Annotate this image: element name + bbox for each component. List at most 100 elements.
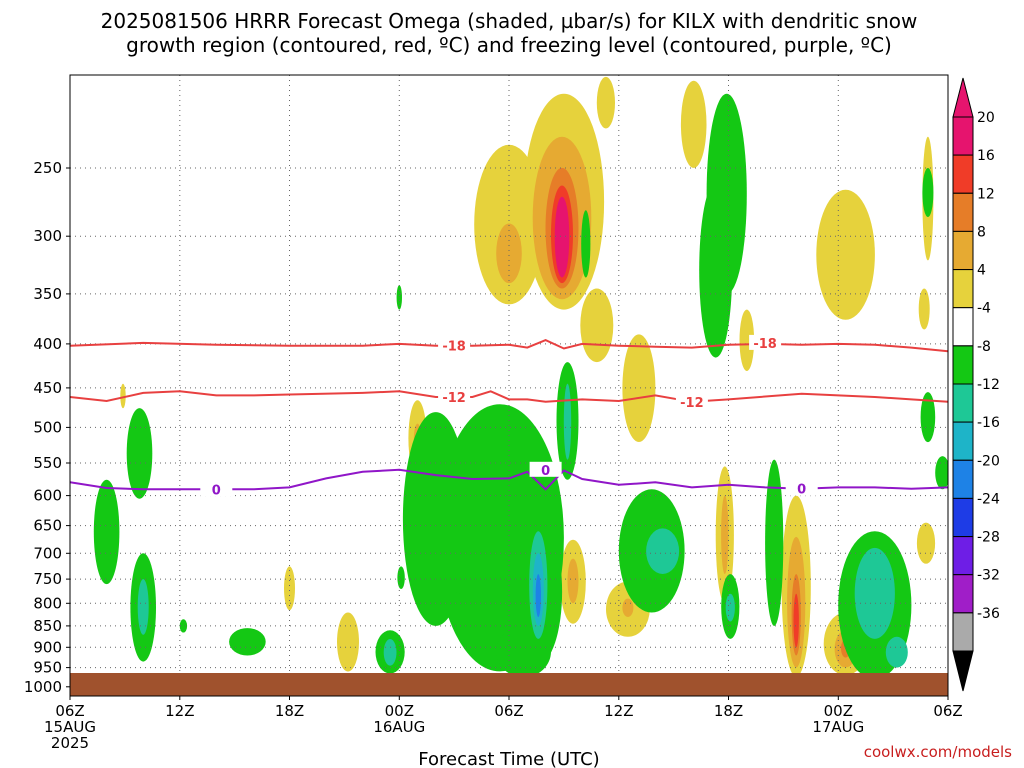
y-tick-label: 950 [33, 659, 62, 677]
omega-region-11 [816, 189, 875, 320]
contour-label-bg [749, 334, 782, 350]
x-tick-label: 12Z [604, 702, 633, 720]
colorbar-swatch [952, 230, 974, 270]
omega-region-70 [885, 636, 908, 668]
colorbar-label: 8 [977, 224, 986, 240]
y-tick-label: 850 [33, 617, 62, 635]
y-tick-label: 300 [33, 227, 62, 245]
omega-region-64 [646, 528, 680, 574]
y-tick-label: 750 [33, 570, 62, 588]
omega-region-57 [430, 469, 497, 594]
x-tick-label: 06Z [933, 702, 962, 720]
omega-region-14 [739, 309, 755, 371]
omega-region-8 [580, 288, 614, 363]
omega-region-49 [137, 579, 149, 635]
colorbar-label: -32 [977, 568, 1000, 584]
omega-region-28 [721, 495, 729, 574]
x-tick-label: 2025 [51, 734, 89, 752]
colorbar-swatch [952, 307, 974, 347]
omega-region-7 [596, 76, 616, 129]
y-tick-label: 650 [33, 517, 62, 535]
x-tick-label: 06Z [55, 702, 84, 720]
omega-region-62 [535, 574, 541, 618]
omega-region-67 [765, 459, 784, 626]
omega-region-24 [284, 566, 295, 611]
y-tick-label: 450 [33, 379, 62, 397]
colorbar-label: -36 [977, 606, 1000, 622]
omega-region-47 [93, 479, 120, 585]
contour-label-bg [785, 480, 818, 496]
x-tick-label: 18Z [275, 702, 304, 720]
x-tick-label: 00Z [385, 702, 414, 720]
y-tick-label: 900 [33, 638, 62, 656]
colorbar-label: 16 [977, 148, 995, 164]
contour-label-bg [529, 461, 562, 477]
colorbar-swatch [952, 497, 974, 537]
contour-label--12: -12 [680, 396, 704, 411]
contour-label-0: 0 [797, 483, 806, 498]
colorbar-swatch [952, 269, 974, 309]
colorbar-bottom-arrow [952, 650, 974, 692]
x-tick-label: 18Z [714, 702, 743, 720]
omega-region-42 [935, 456, 948, 490]
omega-region-51 [229, 628, 266, 656]
y-tick-label: 250 [33, 159, 62, 177]
temperature-contours: -18 -18 -12 -12 0 0 0 [70, 334, 948, 498]
omega-region-43 [920, 392, 936, 443]
contour--18 [70, 339, 948, 353]
y-tick-label: 350 [33, 285, 62, 303]
contour-label--18: -18 [442, 340, 466, 355]
y-tick-label: 400 [33, 335, 62, 353]
contour-label-bg [675, 393, 708, 409]
omega-region-39 [581, 210, 591, 278]
contour-label-bg [438, 337, 471, 353]
y-tick-label: 550 [33, 454, 62, 472]
omega-region-54 [397, 566, 405, 589]
colorbar-swatch [952, 383, 974, 423]
omega-region-26 [120, 383, 126, 409]
colorbar-swatch [952, 421, 974, 461]
omega-region-46 [126, 408, 153, 499]
omega-region-53 [383, 639, 397, 666]
y-tick-label: 1000 [24, 678, 62, 696]
colorbar-swatch [952, 574, 974, 614]
y-tick-label: 700 [33, 544, 62, 562]
x-tick-label: 17AUG [812, 718, 864, 736]
x-axis-label: Forecast Time (UTC) [418, 749, 599, 768]
omega-region-13 [918, 288, 930, 330]
y-tick-label: 500 [33, 418, 62, 436]
y-axis-pressure: 250 300 350 400 450 500 550 600 650 700 750 800 850 9… [24, 159, 70, 696]
contour-label-0: 0 [212, 483, 221, 498]
colorbar-swatch [952, 116, 974, 156]
contour-label-0: 0 [541, 464, 550, 479]
colorbar-label: 12 [977, 186, 995, 202]
contour-label--18: -18 [753, 337, 777, 352]
x-tick-label: 06Z [494, 702, 523, 720]
omega-region-38 [699, 182, 733, 358]
omega-region-32 [793, 593, 799, 648]
contour--12 [70, 390, 948, 403]
omega-region-36 [916, 522, 936, 564]
omega-region-40 [396, 285, 402, 310]
colorbar-label: -12 [977, 377, 1000, 393]
colorbar-swatch [952, 459, 974, 499]
omega-region-21 [567, 558, 579, 604]
colorbar-label: -4 [977, 301, 991, 317]
colorbar-label: -24 [977, 491, 1000, 507]
colorbar-swatch [952, 612, 974, 652]
omega-region-41 [922, 168, 934, 217]
colorbar-label: -16 [977, 415, 1000, 431]
omega-region-25 [337, 612, 359, 672]
omega-region-1 [496, 223, 522, 284]
omega-region-19 [622, 598, 634, 617]
contour-label-bg [200, 481, 233, 497]
y-tick-label: 800 [33, 594, 62, 612]
omega-region-10 [680, 80, 707, 168]
omega-region-66 [725, 593, 735, 622]
colorbar-label: -28 [977, 530, 1000, 546]
colorbar-label: 4 [977, 263, 986, 279]
omega-colorbar: 20 16 12 8 4 -4 -8 -12 -16 -20 -24 -28 -32 -36 [952, 77, 1000, 692]
y-tick-label: 600 [33, 487, 62, 505]
